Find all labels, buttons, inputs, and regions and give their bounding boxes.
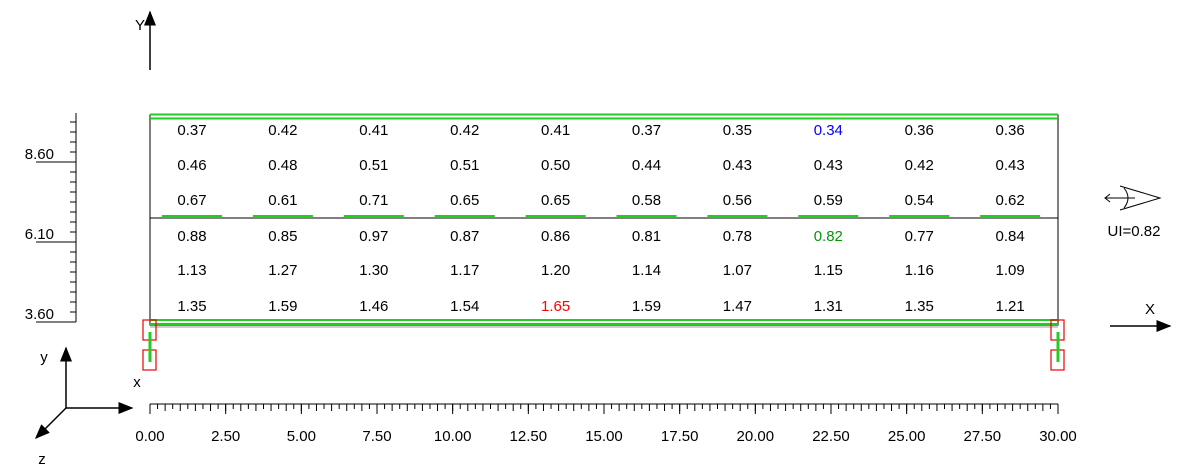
cell-value: 0.41 (541, 122, 570, 139)
cell-value: 1.27 (268, 262, 297, 279)
y-ruler-label: 8.60 (25, 146, 54, 163)
y-ruler-label: 6.10 (25, 226, 54, 243)
x-ruler-label: 20.00 (737, 428, 775, 445)
cell-value: 0.35 (723, 122, 752, 139)
x-ruler-label: 25.00 (888, 428, 926, 445)
cell-value: 1.13 (177, 262, 206, 279)
cell-value: 1.16 (905, 262, 934, 279)
cell-value: 0.37 (632, 122, 661, 139)
cell-value: 1.17 (450, 262, 479, 279)
cell-value: 1.09 (995, 262, 1024, 279)
cell-value: 1.07 (723, 262, 752, 279)
cell-value: 0.78 (723, 228, 752, 245)
triad-z (34, 407, 67, 440)
cell-value: 0.43 (995, 157, 1024, 174)
cell-value: 1.59 (268, 298, 297, 315)
cell-value: 1.59 (632, 298, 661, 315)
x-ruler-label: 7.50 (362, 428, 391, 445)
cell-value: 0.86 (541, 228, 570, 245)
cell-value: 0.51 (450, 157, 479, 174)
cell-value: 0.36 (995, 122, 1024, 139)
cell-value: 1.21 (995, 298, 1024, 315)
cell-value: 0.41 (359, 122, 388, 139)
cell-value: 1.65 (541, 298, 570, 315)
cell-value: 0.58 (632, 192, 661, 209)
support-right (1050, 319, 1065, 371)
cell-value: 1.30 (359, 262, 388, 279)
cell-value: 1.47 (723, 298, 752, 315)
cell-value: 0.85 (268, 228, 297, 245)
axis-letter: y (40, 349, 48, 366)
cell-value: 0.97 (359, 228, 388, 245)
cell-value: 0.65 (541, 192, 570, 209)
x-ruler-label: 30.00 (1039, 428, 1077, 445)
cell-value: 0.36 (905, 122, 934, 139)
cell-value: 1.14 (632, 262, 661, 279)
cell-value: 0.71 (359, 192, 388, 209)
axis-letter: x (133, 374, 141, 391)
cell-value: 0.42 (268, 122, 297, 139)
x-ruler-label: 27.50 (964, 428, 1002, 445)
cell-value: 0.88 (177, 228, 206, 245)
view-eye-icon (1104, 185, 1162, 211)
cell-value: 0.43 (723, 157, 752, 174)
cell-value: 1.46 (359, 298, 388, 315)
cell-value: 0.42 (450, 122, 479, 139)
cell-value: 1.31 (814, 298, 843, 315)
cell-value: 0.54 (905, 192, 934, 209)
cell-value: 0.48 (268, 157, 297, 174)
cell-value: 0.56 (723, 192, 752, 209)
x-ruler-label: 17.50 (661, 428, 699, 445)
cell-value: 0.43 (814, 157, 843, 174)
cell-value: 0.59 (814, 192, 843, 209)
cell-value: 1.54 (450, 298, 479, 315)
cell-value: 0.34 (814, 122, 843, 139)
support-left (142, 319, 157, 371)
cell-value: 0.62 (995, 192, 1024, 209)
x-ruler-label: 0.00 (135, 428, 164, 445)
cell-value: 0.82 (814, 228, 843, 245)
x-ruler-label: 2.50 (211, 428, 240, 445)
panel-outline (149, 114, 1059, 326)
cell-value: 0.50 (541, 157, 570, 174)
cell-value: 0.81 (632, 228, 661, 245)
cell-value: 0.65 (450, 192, 479, 209)
x-ruler-label: 5.00 (287, 428, 316, 445)
cell-value: 0.77 (905, 228, 934, 245)
cell-value: 0.51 (359, 157, 388, 174)
axis-letter: z (38, 451, 46, 468)
x-ruler-label: 15.00 (585, 428, 623, 445)
y-ruler-label: 3.60 (25, 306, 54, 323)
cell-value: 0.87 (450, 228, 479, 245)
x-ruler-label: 12.50 (510, 428, 548, 445)
cell-value: 0.46 (177, 157, 206, 174)
axis-letter: X (1145, 301, 1155, 318)
cell-value: 0.61 (268, 192, 297, 209)
cell-value: 1.15 (814, 262, 843, 279)
cell-value: 0.44 (632, 157, 661, 174)
cell-value: 1.35 (177, 298, 206, 315)
cell-value: 0.42 (905, 157, 934, 174)
cell-value: 0.84 (995, 228, 1024, 245)
x-ruler-label: 10.00 (434, 428, 472, 445)
axis-letter: Y (135, 17, 145, 34)
utilization-label: UI=0.82 (1108, 223, 1161, 240)
cell-value: 0.37 (177, 122, 206, 139)
cell-value: 1.35 (905, 298, 934, 315)
cell-value: 0.67 (177, 192, 206, 209)
x-ruler-label: 22.50 (812, 428, 850, 445)
cell-value: 1.20 (541, 262, 570, 279)
